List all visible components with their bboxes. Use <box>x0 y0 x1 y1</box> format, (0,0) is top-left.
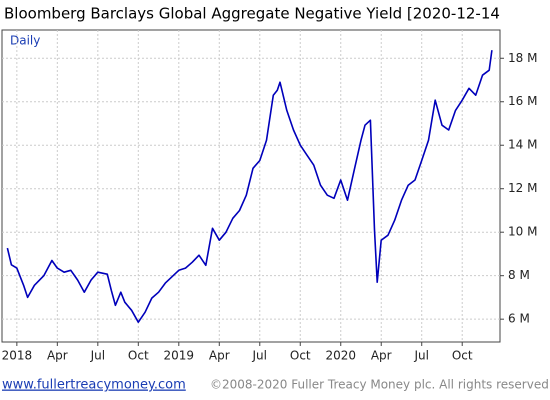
x-tick-label: Apr <box>209 349 230 363</box>
footer-copyright: ©2008-2020 Fuller Treacy Money plc. All … <box>210 378 549 392</box>
series-line <box>6 50 493 323</box>
x-tick-label: 2019 <box>164 349 195 363</box>
y-tick-label: 6 M <box>508 312 530 326</box>
footer-link[interactable]: www.fullertreacymoney.com <box>2 378 186 393</box>
x-tick-label: Oct <box>452 349 473 363</box>
chart-title: Bloomberg Barclays Global Aggregate Nega… <box>4 5 500 23</box>
y-tick-label: 10 M <box>508 225 537 239</box>
y-tick-label: 16 M <box>508 94 537 108</box>
x-tick-label: 2020 <box>325 349 356 363</box>
x-tick-label: Apr <box>47 349 68 363</box>
x-tick-label: Oct <box>128 349 149 363</box>
x-tick-label: Jul <box>90 349 105 363</box>
y-tick-label: 8 M <box>508 268 530 282</box>
x-tick-label: Jul <box>252 349 267 363</box>
x-tick-label: Jul <box>413 349 428 363</box>
y-tick-label: 18 M <box>508 51 537 65</box>
x-tick-label: Apr <box>371 349 392 363</box>
frequency-label: Daily <box>10 34 40 48</box>
y-tick-label: 14 M <box>508 138 537 152</box>
x-tick-label: 2018 <box>2 349 33 363</box>
y-tick-label: 12 M <box>508 181 537 195</box>
plot-frame <box>1 29 501 343</box>
x-tick-label: Oct <box>290 349 311 363</box>
